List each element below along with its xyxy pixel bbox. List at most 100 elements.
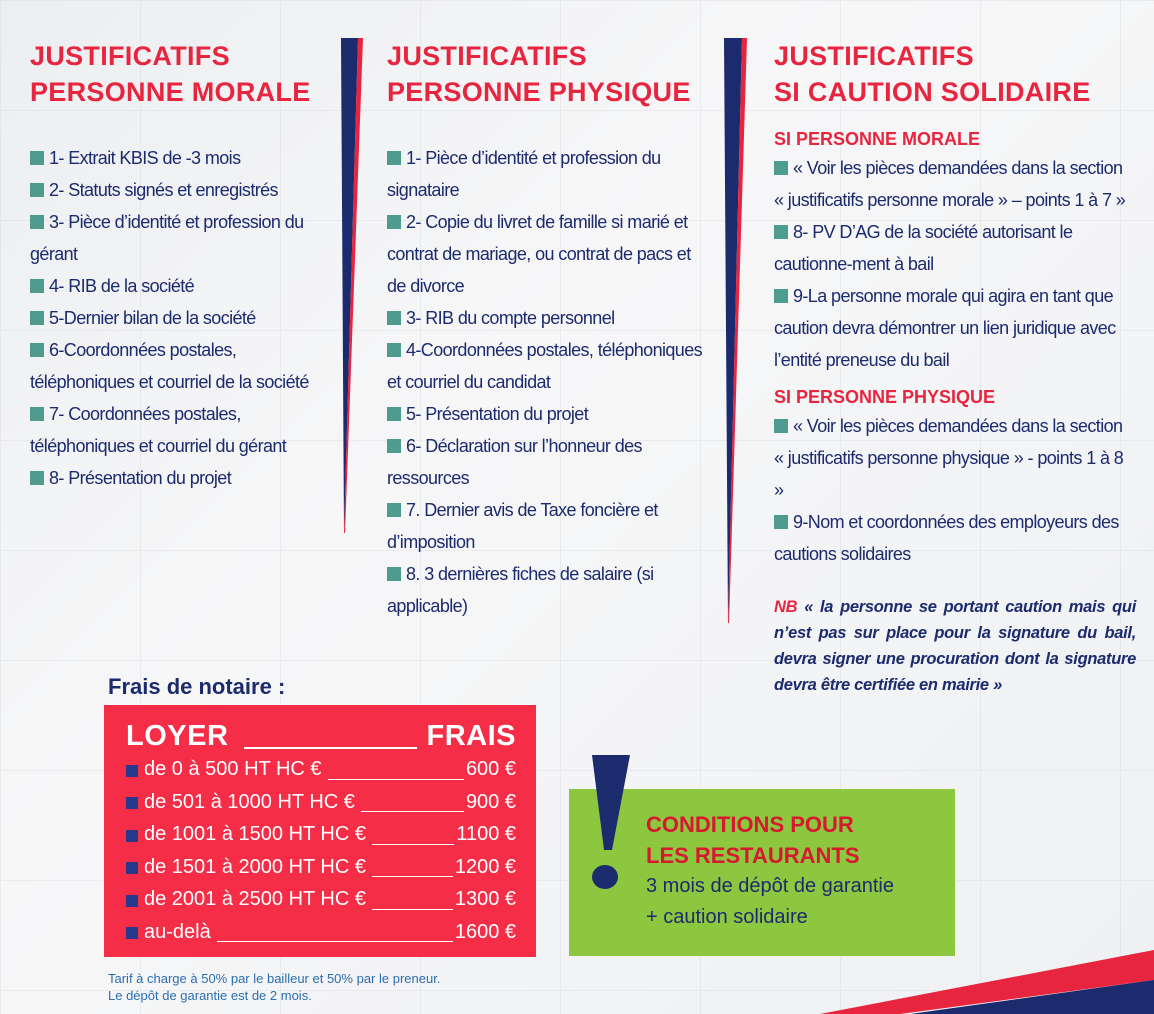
item-text: 7- Coordonnées postales, téléphoniques e… [30,404,287,456]
leader-line [360,811,464,812]
item-text: 4-Coordonnées postales, téléphoniques et… [387,340,703,392]
subheading-physique: SI PERSONNE PHYSIQUE [774,387,996,407]
title-line: PERSONNE PHYSIQUE [387,77,691,107]
list-item: 2- Statuts signés et enregistrés [30,174,320,206]
item-text: 4- RIB de la société [49,276,195,296]
leader-line [216,941,453,942]
fees-header: LOYER FRAIS [126,719,516,753]
fee-amount: 1600 € [454,920,516,943]
note-line: Tarif à charge à 50% par le bailleur et … [108,971,441,986]
fee-row: de 1501 à 2000 HT HC € 1200 € [126,851,516,884]
item-text: 1- Pièce d’identité et profession du sig… [387,148,661,200]
bullet-square-icon [126,829,138,842]
item-text: 1- Extrait KBIS de -3 mois [49,148,241,168]
list-item: 9-Nom et coordonnées des employeurs des … [774,506,1136,570]
title-line: JUSTIFICATIFS [387,41,587,71]
section-caution-solidaire: JUSTIFICATIFS SI CAUTION SOLIDAIRE SI PER… [774,38,1136,698]
subheading-morale: SI PERSONNE MORALE [774,129,981,149]
bullet-square-icon [126,894,138,907]
fee-range: de 1501 à 2000 HT HC € [144,855,367,878]
item-text: 2- Statuts signés et enregistrés [49,180,279,200]
conditions-line: + caution solidaire [646,906,808,928]
title-line: JUSTIFICATIFS [774,41,974,71]
item-text: « Voir les pièces demandées dans la sect… [774,416,1124,500]
bullet-square-icon [774,225,788,239]
bullet-square-icon [387,407,401,421]
list-item: 9-La personne morale qui agira en tant q… [774,280,1136,376]
item-text: 2- Copie du livret de famille si marié e… [387,212,691,296]
item-text: 6-Coordonnées postales, téléphoniques et… [30,340,309,392]
section-title: JUSTIFICATIFS PERSONNE MORALE [30,38,320,110]
bullet-square-icon [30,279,44,293]
title-line: PERSONNE MORALE [30,77,311,107]
fee-row: de 0 à 500 HT HC € 600 € [126,753,516,786]
bullet-square-icon [387,215,401,229]
list-item: 2- Copie du livret de famille si marié e… [387,206,705,302]
fees-table: LOYER FRAIS de 0 à 500 HT HC € 600 € de 501… [104,705,536,957]
bullet-square-icon [387,503,401,517]
conditions-title: LES RESTAURANTS [646,843,860,868]
item-text: 5- Présentation du projet [406,404,589,424]
column-divider [724,38,747,623]
exclamation-icon [592,755,630,889]
fee-range: de 501 à 1000 HT HC € [144,790,355,813]
leader-line [372,843,455,845]
list-item: 3- Pièce d’identité et profession du gér… [30,206,320,270]
bullet-square-icon [30,183,44,197]
bullet-square-icon [126,927,138,939]
item-text: 9-Nom et coordonnées des employeurs des … [774,512,1119,564]
corner-stripes [820,950,1154,1014]
bullet-square-icon [387,439,401,453]
document-list: « Voir les pièces demandées dans la sect… [774,410,1136,570]
list-item: « Voir les pièces demandées dans la sect… [774,410,1136,506]
list-item: 5-Dernier bilan de la société [30,302,320,334]
bullet-square-icon [30,471,44,485]
header-frais: FRAIS [426,720,516,752]
document-list: « Voir les pièces demandées dans la sect… [774,152,1136,376]
fee-range: de 0 à 500 HT HC € [144,758,322,780]
bullet-square-icon [30,151,44,165]
column-divider [341,38,363,533]
item-text: 6- Déclaration sur l’honneur des ressour… [387,436,643,488]
fee-row: de 1001 à 1500 HT HC € 1100 € [126,818,516,851]
section-personne-physique: JUSTIFICATIFS PERSONNE PHYSIQUE 1- Pièce … [387,38,705,622]
nb-tag: NB [774,598,798,616]
list-item: « Voir les pièces demandées dans la sect… [774,152,1136,216]
fee-row: de 501 à 1000 HT HC € 900 € [126,786,516,819]
bullet-square-icon [30,311,44,325]
list-item: 6- Déclaration sur l’honneur des ressour… [387,430,705,494]
list-item: 1- Extrait KBIS de -3 mois [30,142,320,174]
bullet-square-icon [30,343,44,357]
list-item: 6-Coordonnées postales, téléphoniques et… [30,334,320,398]
list-item: 7. Dernier avis de Taxe foncière et d’im… [387,494,705,558]
fees-note: Tarif à charge à 50% par le bailleur et … [108,970,440,1004]
fee-amount: 1300 € [454,888,516,910]
bullet-square-icon [126,797,138,809]
section-title: JUSTIFICATIFS SI CAUTION SOLIDAIRE [774,38,1136,110]
list-item: 7- Coordonnées postales, téléphoniques e… [30,398,320,462]
list-item: 1- Pièce d’identité et profession du sig… [387,142,705,206]
bullet-square-icon [30,215,44,229]
bullet-square-icon [774,419,788,433]
fee-amount: 600 € [465,758,516,780]
fee-row: au-delà 1600 € [126,916,516,949]
list-item: 3- RIB du compte personnel [387,302,705,334]
note-line: Le dépôt de garantie est de 2 mois. [108,988,312,1003]
document-list: 1- Pièce d’identité et profession du sig… [387,142,705,622]
bullet-square-icon [387,311,401,325]
title-line: JUSTIFICATIFS [30,41,230,71]
bullet-square-icon [387,567,401,581]
fee-amount: 1200 € [454,855,516,878]
fee-range: de 1001 à 1500 HT HC € [144,823,367,845]
item-text: 8- PV D’AG de la société autorisant le c… [774,222,1073,274]
fee-amount: 1100 € [456,823,516,845]
fee-range: de 2001 à 2500 HT HC € [144,888,367,910]
title-line: SI CAUTION SOLIDAIRE [774,77,1091,107]
section-personne-morale: JUSTIFICATIFS PERSONNE MORALE 1- Extrait … [30,38,320,494]
nb-text: « la personne se portant caution mais qu… [774,598,1136,694]
item-text: 3- RIB du compte personnel [406,308,615,328]
item-text: 7. Dernier avis de Taxe foncière et d’im… [387,500,658,552]
section-title: JUSTIFICATIFS PERSONNE PHYSIQUE [387,38,705,110]
bullet-square-icon [30,407,44,421]
document-list: 1- Extrait KBIS de -3 mois 2- Statuts sig… [30,142,320,494]
